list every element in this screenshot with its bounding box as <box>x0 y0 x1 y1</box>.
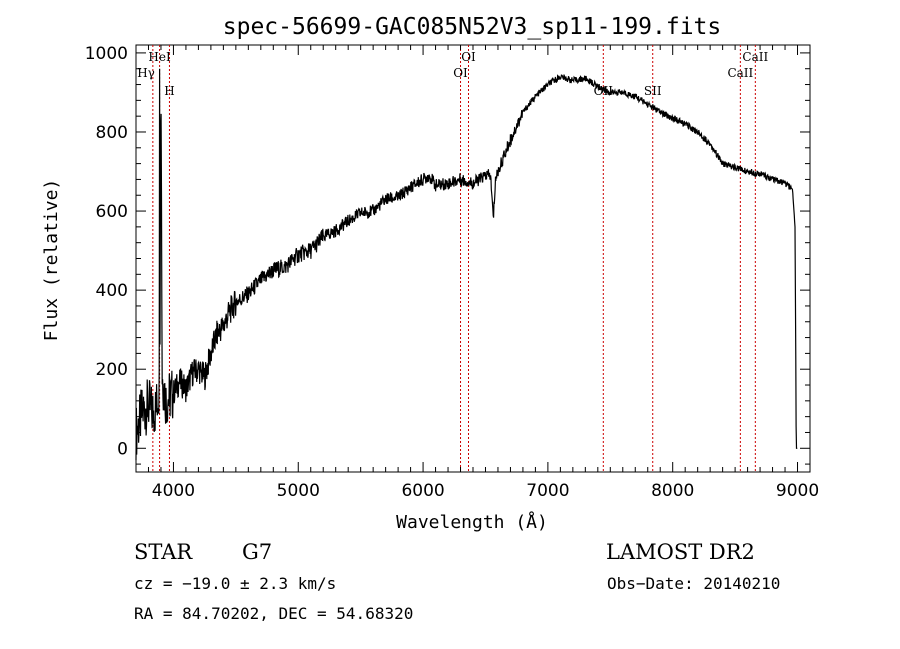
redshift-cz-text: cz = −19.0 ± 2.3 km/s <box>134 574 337 593</box>
y-axis-label: Flux (relative) <box>41 179 62 342</box>
spectral-line-label: OI <box>461 50 476 64</box>
spectral-line-label: OI <box>453 66 468 80</box>
x-tick-label: 5000 <box>277 481 320 501</box>
spectral-line-label: HeI <box>148 50 171 64</box>
x-tick-label: 8000 <box>651 481 694 501</box>
spectral-line-label: H <box>164 84 174 98</box>
y-tick-label: 200 <box>96 360 128 380</box>
coordinates: RA = 84.70202, DEC = 54.68320 <box>134 604 413 623</box>
spectral-line-label: Hγ <box>137 66 155 80</box>
object-class-label: STAR <box>134 540 193 564</box>
x-axis-label: Wavelength (Å) <box>396 511 548 533</box>
y-tick-label: 800 <box>96 123 128 143</box>
spectral-line-label: SII <box>644 84 662 98</box>
object-subclass-label: G7 <box>242 540 273 564</box>
x-tick-label: 7000 <box>526 481 569 501</box>
observation-date: Obs−Date: 20140210 <box>607 574 780 593</box>
coordinates-text: RA = 84.70202, DEC = 54.68320 <box>134 604 414 623</box>
y-tick-label: 400 <box>96 281 128 301</box>
spectrum-series-line <box>135 68 798 461</box>
survey-name: LAMOST DR2 <box>606 540 755 564</box>
plot-frame <box>135 44 811 473</box>
chart-title: spec-56699-GAC085N52V3_sp11-199.fits <box>223 14 722 40</box>
x-tick-label: 9000 <box>776 481 819 501</box>
redshift-cz: cz = −19.0 ± 2.3 km/s <box>134 574 336 593</box>
x-tick-label: 6000 <box>401 481 444 501</box>
axis-ticks: 4000 5000 6000 7000 8000 9000 0 200 400 600 800 100… <box>85 44 819 501</box>
y-tick-label: 1000 <box>85 44 128 64</box>
y-tick-label: 0 <box>117 439 128 459</box>
object-subclass: G7 <box>242 540 272 564</box>
y-tick-label: 600 <box>96 202 128 222</box>
observation-date-text: Obs−Date: 20140210 <box>607 574 781 593</box>
x-tick-label: 4000 <box>152 481 195 501</box>
spectral-line-label: CaII <box>727 66 753 80</box>
object-class: STAR <box>134 540 192 564</box>
survey-name-label: LAMOST DR2 <box>606 540 755 564</box>
spectral-line-label: CaII <box>742 50 768 64</box>
